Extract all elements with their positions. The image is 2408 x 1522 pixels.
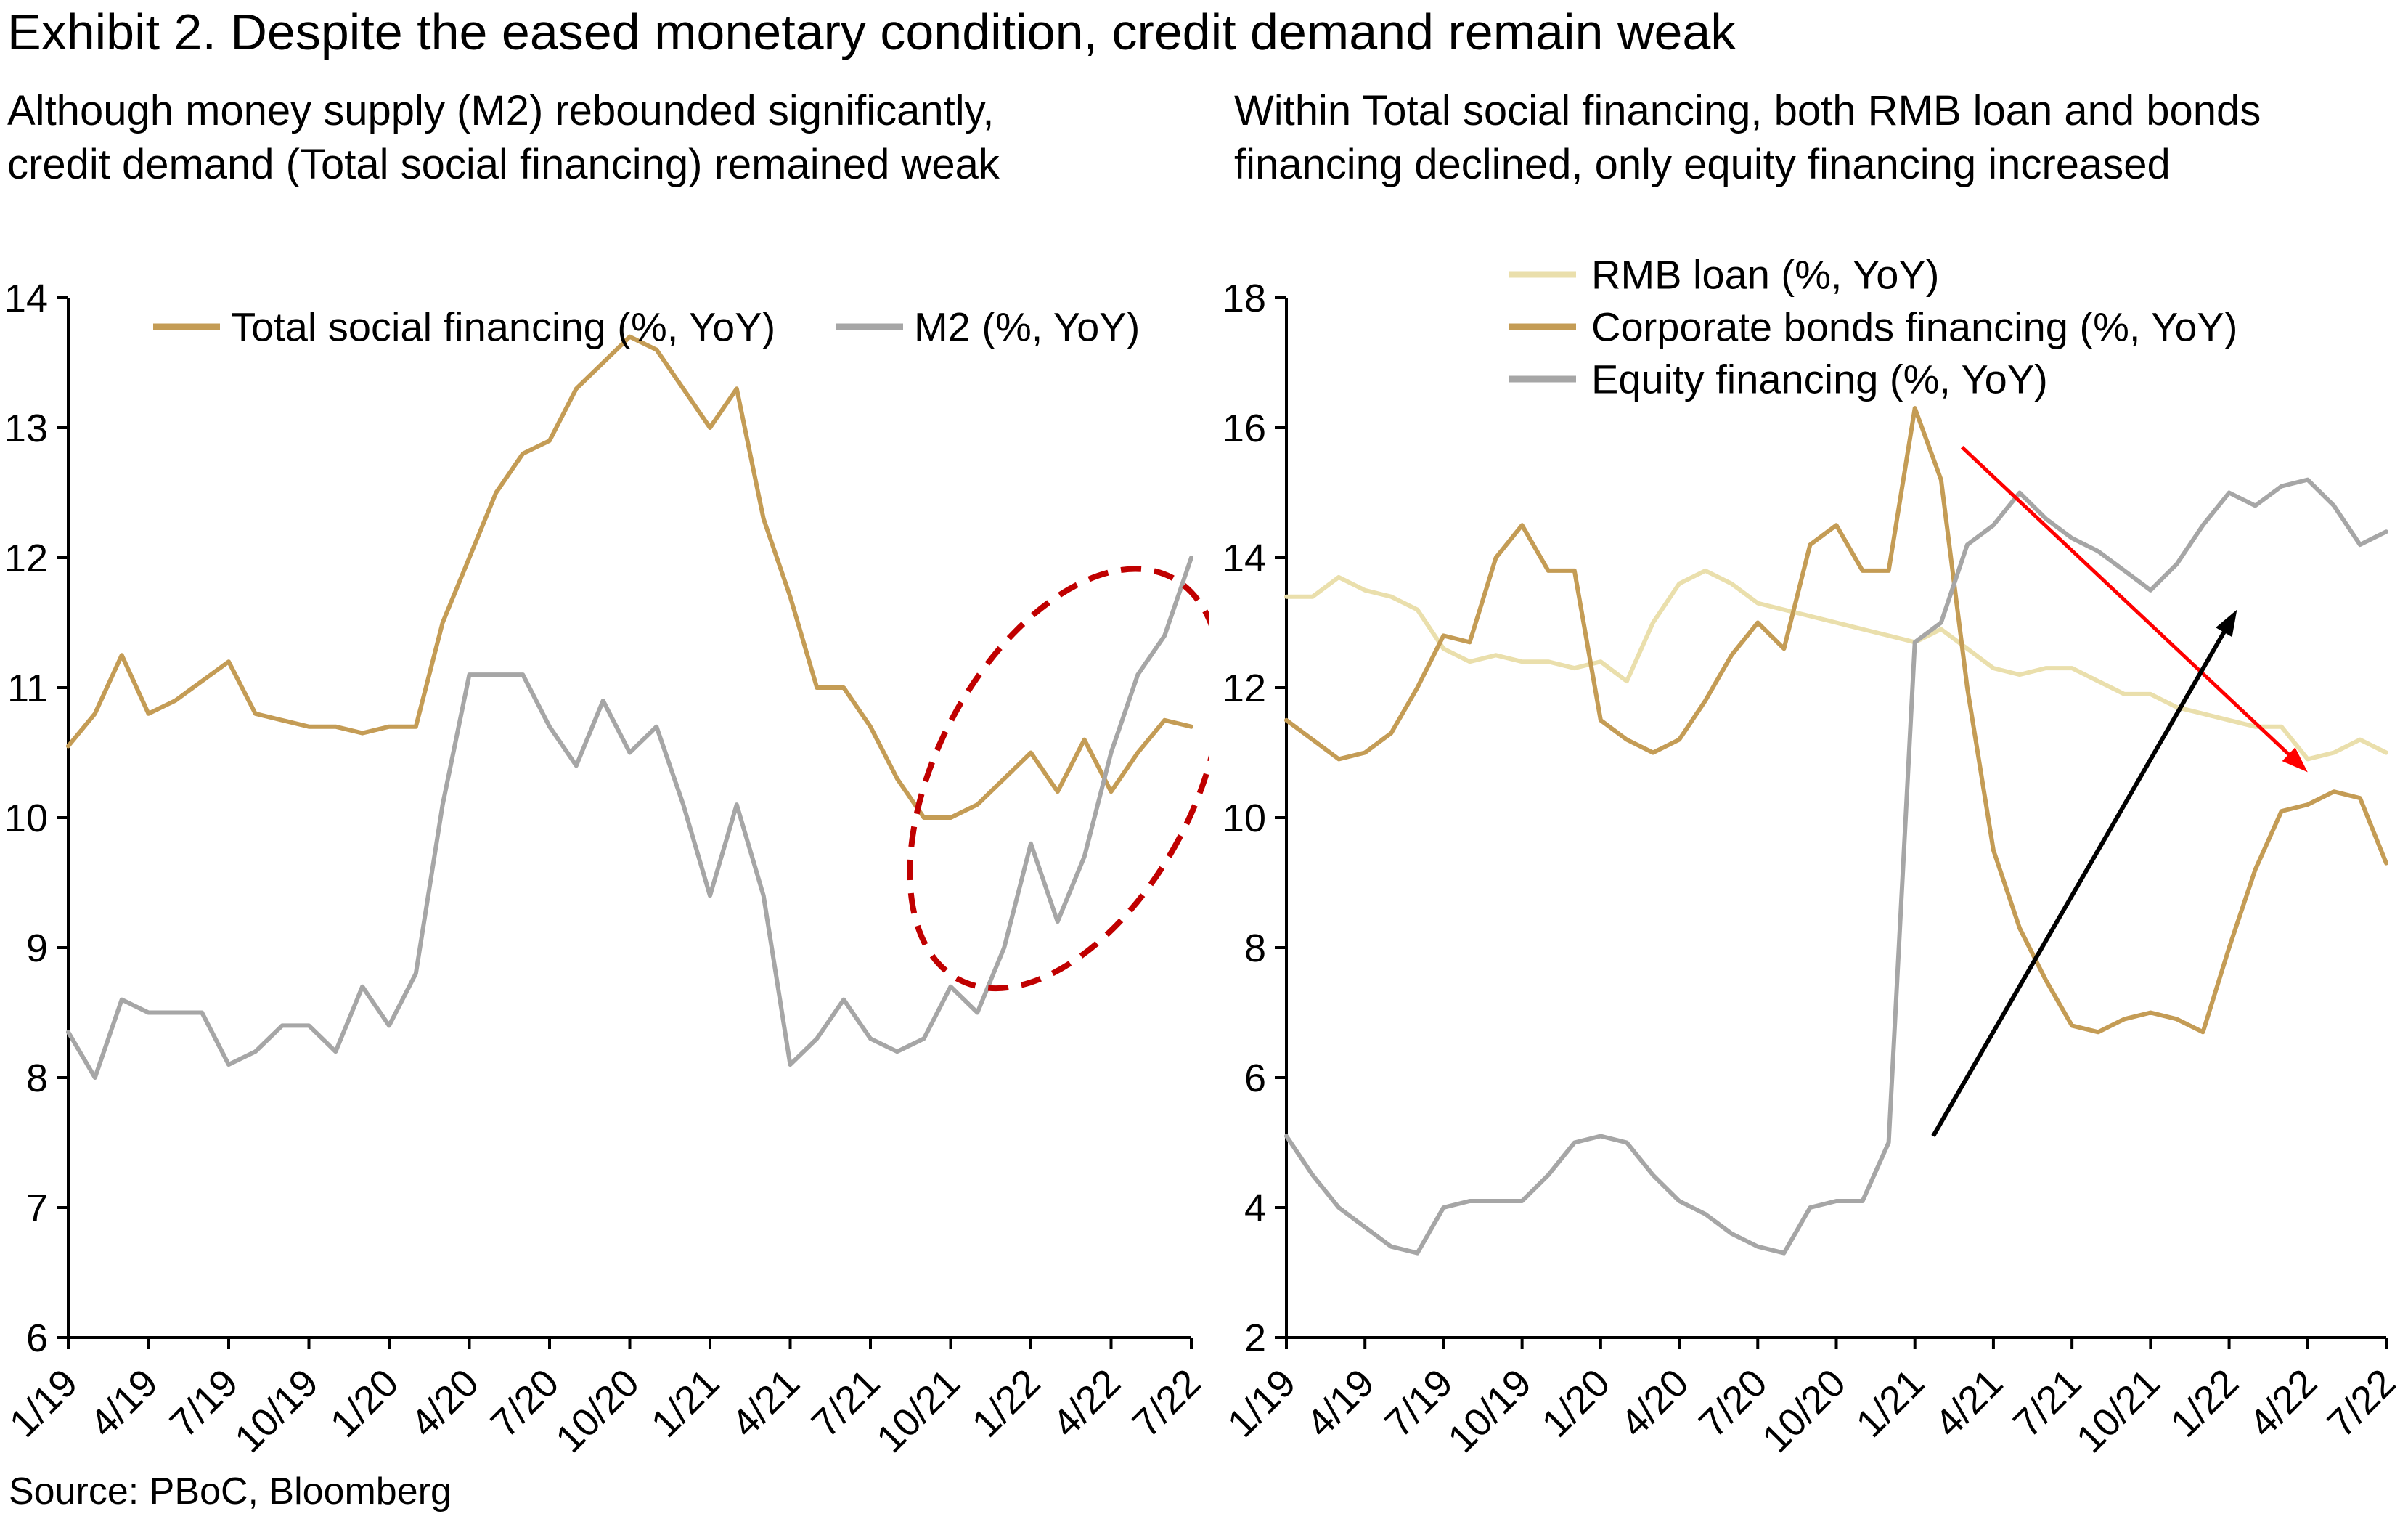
x-tick-label: 10/20 [547,1361,648,1461]
legend: RMB loan (%, YoY) Corporate bonds financi… [1509,252,2237,402]
highlight-ellipse [907,566,1209,992]
legend-label: Corporate bonds financing (%, YoY) [1591,304,2237,350]
y-tick-label: 12 [4,537,48,580]
x-tick-label: 4/22 [1044,1361,1129,1446]
y-tick-label: 7 [26,1187,48,1230]
x-tick-label: 10/19 [226,1361,327,1461]
trend-arrow-head [2216,609,2237,638]
x-tick-label: 10/20 [1754,1361,1854,1461]
x-tick-label: 10/21 [868,1361,968,1461]
series-line [66,556,1193,1080]
trend-arrow [1931,619,2232,1138]
x-tick-label: 4/20 [402,1361,487,1446]
trend-arrow [1960,446,2300,765]
y-tick-label: 9 [26,927,48,970]
left-chart-subtitle: Although money supply (M2) rebounded sig… [7,87,1000,189]
legend-label: RMB loan (%, YoY) [1591,252,1939,298]
x-tick-label: 4/21 [1927,1361,2012,1446]
legend-label: Equity financing (%, YoY) [1591,357,2048,402]
legend: Total social financing (%, YoY) M2 (%, Yo… [153,304,1140,350]
y-tick-label: 6 [26,1317,48,1360]
x-tick-label: 1/21 [643,1361,728,1446]
x-tick-label: 1/22 [964,1361,1049,1446]
legend-label: Total social financing (%, YoY) [231,304,775,350]
x-tick-label: 4/19 [1298,1361,1383,1446]
y-tick-label: 2 [1244,1317,1266,1360]
y-tick-label: 6 [1244,1057,1266,1100]
x-tick-label: 4/21 [723,1361,808,1446]
x-tick-label: 1/22 [2162,1361,2247,1446]
y-tick-label: 8 [1244,927,1266,970]
y-tick-label: 14 [1223,537,1266,580]
series-line [66,334,1193,820]
right-chart-subtitle: Within Total social financing, both RMB … [1234,87,2261,189]
y-tick-label: 8 [26,1057,48,1100]
axes: 678910111213141/194/197/1910/191/204/207… [4,277,1209,1461]
x-tick-label: 1/21 [1848,1361,1932,1446]
x-tick-label: 4/20 [1612,1361,1697,1446]
x-tick-label: 10/21 [2068,1361,2168,1461]
exhibit-title: Exhibit 2. Despite the eased monetary co… [7,4,1736,60]
y-tick-label: 13 [4,407,48,450]
x-tick-label: 4/19 [81,1361,166,1446]
y-tick-label: 10 [1223,797,1266,840]
right-line-chart: 246810121416181/194/197/1910/191/204/207… [1220,252,2404,1461]
series-line [1284,568,2388,762]
x-tick-label: 10/19 [1440,1361,1540,1461]
y-tick-label: 14 [4,277,48,320]
y-tick-label: 16 [1223,407,1266,450]
series-line [1284,406,2388,1035]
legend-label: M2 (%, YoY) [914,304,1140,350]
y-tick-label: 11 [7,667,48,710]
left-line-chart: 678910111213141/194/197/1910/191/204/207… [4,277,1209,1461]
trend-arrow-head [2282,747,2308,773]
y-tick-label: 18 [1223,277,1266,320]
axes: 246810121416181/194/197/1910/191/204/207… [1220,277,2404,1461]
source-note: Source: PBoC, Bloomberg [9,1470,452,1513]
x-tick-label: 1/19 [1220,1361,1304,1446]
x-tick-label: 1/20 [1534,1361,1619,1446]
y-tick-label: 10 [4,797,48,840]
series-line [1284,477,2388,1256]
x-tick-label: 7/22 [2319,1361,2404,1446]
x-tick-label: 1/19 [4,1361,86,1446]
x-tick-label: 1/20 [322,1361,407,1446]
y-tick-label: 4 [1244,1187,1266,1230]
x-tick-label: 4/22 [2241,1361,2326,1446]
y-tick-label: 12 [1223,667,1266,710]
x-tick-label: 7/22 [1125,1361,1209,1446]
